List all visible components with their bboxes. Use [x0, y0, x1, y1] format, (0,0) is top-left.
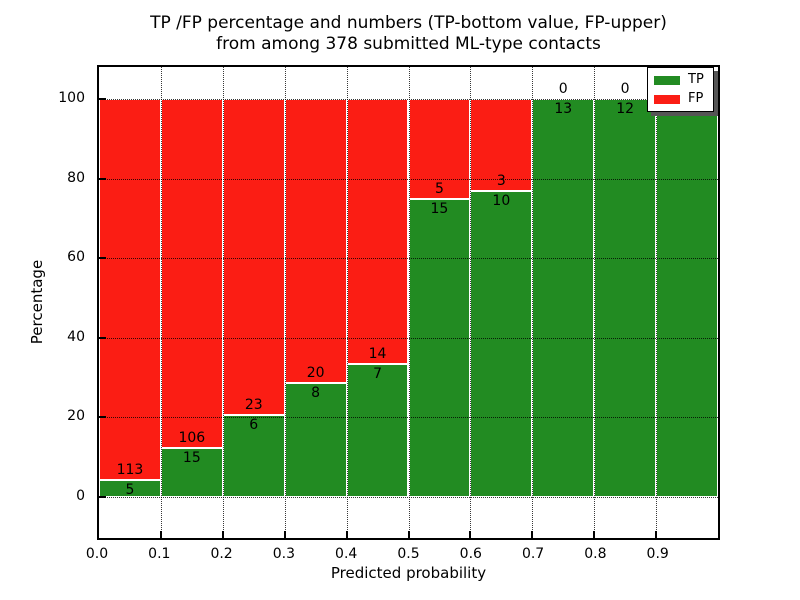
- x-tick-label: 0.8: [584, 546, 607, 562]
- y-tick-label: 80: [67, 169, 85, 186]
- gridline-vertical: [408, 67, 410, 538]
- x-tick-label: 0.4: [335, 546, 358, 562]
- bar-segment-fp: [160, 99, 223, 448]
- fp-count-label: 113: [116, 462, 144, 479]
- x-tick-mark: [221, 531, 224, 538]
- y-axis-label: Percentage: [28, 259, 46, 345]
- x-tick-label: 0.2: [210, 546, 233, 562]
- gridline-horizontal: [99, 178, 718, 180]
- gridline-vertical: [470, 67, 472, 538]
- tp-count-label: 13: [554, 101, 573, 117]
- y-tick-label: 0: [76, 488, 85, 504]
- fp-count-label: 0: [620, 81, 630, 97]
- chart-title-line2: from among 378 submitted ML-type contact…: [216, 34, 601, 54]
- bar-segment-tp: [594, 99, 657, 497]
- x-tick-label: 0.6: [459, 546, 482, 562]
- y-tick-label: 60: [67, 249, 85, 266]
- tp-count-label: 8: [311, 385, 321, 402]
- tp-count-label: 15: [182, 449, 201, 466]
- fp-count-label: 5: [434, 180, 444, 197]
- y-tick-mark: [99, 257, 106, 260]
- bar-segment-tp: [160, 447, 223, 497]
- y-tick-label: 100: [58, 90, 85, 106]
- chart-title: TP /FP percentage and numbers (TP-bottom…: [97, 13, 720, 55]
- x-tick-mark: [407, 531, 410, 538]
- gridline-horizontal: [99, 337, 718, 339]
- gridline-vertical: [532, 67, 534, 538]
- bar-segment-tp: [532, 99, 595, 497]
- legend: TP FP: [647, 67, 714, 112]
- gridline-vertical: [346, 67, 348, 538]
- x-tick-mark: [531, 531, 534, 538]
- fp-count-label: 23: [244, 396, 263, 413]
- gridline-horizontal: [99, 258, 718, 260]
- x-tick-mark: [345, 531, 348, 538]
- x-tick-label: 0.3: [272, 546, 296, 562]
- fp-count-label: 0: [558, 81, 568, 97]
- tp-count-label: 10: [492, 192, 511, 209]
- fp-swatch-icon: [654, 94, 680, 104]
- x-tick-mark: [283, 531, 286, 538]
- x-tick-mark: [655, 531, 658, 538]
- y-tick-mark: [99, 336, 106, 339]
- gridline-vertical: [284, 67, 286, 538]
- legend-item-tp: TP: [654, 73, 707, 87]
- bar-segment-tp: [408, 198, 471, 497]
- legend-label-fp: FP: [688, 91, 704, 106]
- tp-count-label: 7: [373, 366, 382, 383]
- bar-segment-fp: [346, 99, 409, 365]
- y-tick-mark: [99, 177, 106, 180]
- bar-segment-tp: [656, 99, 718, 497]
- gridline-vertical: [160, 67, 162, 538]
- bar-segment-tp: [346, 364, 409, 497]
- fp-count-label: 106: [178, 429, 206, 446]
- bar-segment-tp: [470, 190, 533, 497]
- tp-swatch-icon: [654, 75, 680, 85]
- tp-count-label: 6: [249, 416, 259, 433]
- tp-count-label: 15: [430, 200, 449, 217]
- x-tick-mark: [593, 531, 596, 538]
- gridline-horizontal: [99, 417, 718, 419]
- chart-title-line1: TP /FP percentage and numbers (TP-bottom…: [150, 13, 667, 33]
- gridline-vertical: [594, 67, 596, 538]
- gridline-horizontal: [99, 99, 718, 100]
- x-tick-label: 0.9: [646, 546, 669, 562]
- bar-segment-fp: [222, 99, 285, 415]
- bar-segment-tp: [99, 480, 161, 497]
- plot-area: 11351061523620814751531001301203 TP FP: [97, 65, 720, 540]
- x-axis-label: Predicted probability: [330, 564, 487, 582]
- gridline-horizontal: [99, 497, 718, 498]
- gridline-vertical: [656, 67, 658, 538]
- legend-label-tp: TP: [688, 72, 704, 87]
- y-tick-label: 40: [67, 328, 85, 345]
- gridline-vertical: [222, 67, 224, 538]
- bar-segment-fp: [99, 99, 161, 481]
- y-tick-label: 20: [67, 408, 85, 425]
- fp-count-label: 14: [368, 346, 387, 363]
- tp-count-label: 12: [616, 101, 635, 117]
- legend-item-fp: FP: [654, 92, 707, 106]
- x-tick-mark: [159, 531, 162, 538]
- x-tick-label: 0.5: [397, 546, 420, 562]
- x-tick-label: 0.1: [148, 546, 171, 562]
- fp-count-label: 20: [306, 365, 325, 382]
- x-tick-label: 0.0: [85, 546, 109, 562]
- fp-count-label: 3: [496, 172, 506, 189]
- y-tick-mark: [99, 98, 106, 100]
- tp-count-label: 5: [125, 482, 135, 499]
- x-tick-mark: [469, 531, 472, 538]
- bar-segment-fp: [284, 99, 347, 384]
- x-tick-label: 0.7: [521, 546, 545, 562]
- y-tick-mark: [99, 496, 106, 498]
- y-tick-mark: [99, 416, 106, 419]
